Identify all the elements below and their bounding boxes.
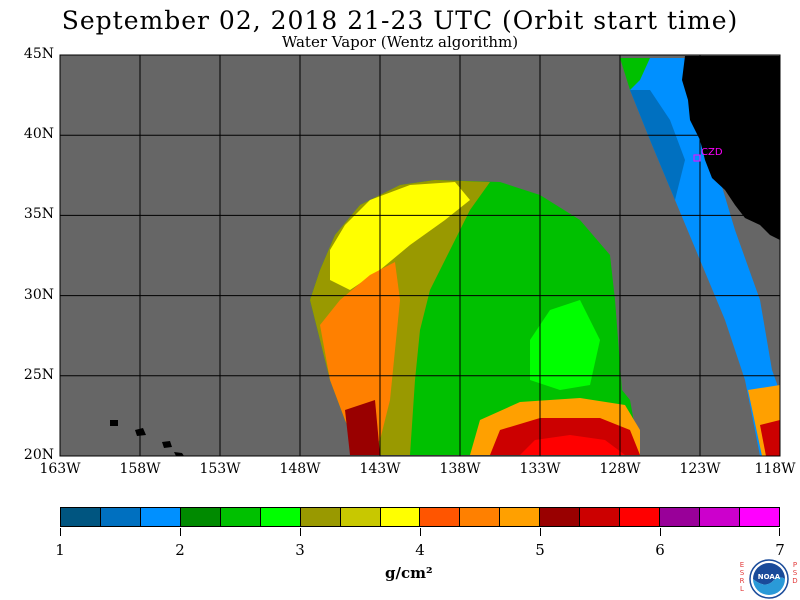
colorbar-segment xyxy=(700,508,740,526)
colorbar-tick xyxy=(60,528,61,536)
colorbar-tick xyxy=(540,528,541,536)
colorbar-segment xyxy=(140,508,181,526)
colorbar-tick xyxy=(180,528,181,536)
water-vapor-map: CZD xyxy=(59,54,781,457)
colorbar-tick-label: 5 xyxy=(535,541,545,559)
colorbar-segment xyxy=(260,508,301,526)
lon-label: 118W xyxy=(754,461,796,477)
colorbar-tick xyxy=(779,528,780,536)
lat-label: 30N xyxy=(23,286,54,303)
page-title: September 02, 2018 21-23 UTC (Orbit star… xyxy=(61,6,739,35)
swath-brightgreen xyxy=(530,300,600,390)
island-1 xyxy=(110,420,118,426)
station-label: CZD xyxy=(701,147,723,158)
colorbar-tick-label: 3 xyxy=(295,541,305,559)
colorbar-tick-label: 6 xyxy=(655,541,665,559)
colorbar-segment xyxy=(100,508,141,526)
colorbar-tick-label: 1 xyxy=(55,541,65,559)
colorbar-segment xyxy=(220,508,261,526)
units-label: g/cm² xyxy=(385,564,433,582)
colorbar-segment xyxy=(660,508,700,526)
lon-label: 158W xyxy=(119,461,161,477)
colorbar-segment xyxy=(460,508,501,526)
swath-east-red xyxy=(760,420,780,456)
lat-label: 45N xyxy=(23,46,54,62)
lon-label: 143W xyxy=(359,461,401,477)
island-3 xyxy=(162,441,172,448)
swath-brightred xyxy=(520,435,625,455)
colorbar-segment xyxy=(420,508,461,526)
station-point xyxy=(693,154,701,162)
land-mass xyxy=(110,56,780,456)
colorbar-segment xyxy=(180,508,221,526)
colorbar-segment xyxy=(61,508,101,526)
colorbar-segment xyxy=(500,508,541,526)
colorbar-segment xyxy=(580,508,621,526)
colorbar-segment xyxy=(620,508,661,526)
lat-label: 25N xyxy=(23,366,54,383)
colorbar-tick-label: 4 xyxy=(415,541,425,559)
lon-label: 163W xyxy=(39,461,81,477)
lon-label: 133W xyxy=(519,461,561,477)
colorbar xyxy=(60,507,780,527)
lat-label: 40N xyxy=(23,126,54,143)
colorbar-segment xyxy=(739,508,779,526)
lon-label: 153W xyxy=(199,461,241,477)
colorbar-tick xyxy=(660,528,661,536)
lon-label: 148W xyxy=(279,461,321,477)
lon-label: 128W xyxy=(599,461,641,477)
colorbar-segment xyxy=(340,508,381,526)
station-marker: CZD xyxy=(693,147,723,162)
lon-label: 123W xyxy=(679,461,721,477)
colorbar-tick xyxy=(420,528,421,536)
swath-east-dark xyxy=(630,90,685,200)
colorbar-segment xyxy=(300,508,341,526)
lon-label: 138W xyxy=(439,461,481,477)
lat-label: 35N xyxy=(23,206,54,223)
island-4 xyxy=(174,452,184,456)
lat-label: 20N xyxy=(23,447,54,463)
svg-text:NOAA: NOAA xyxy=(758,573,781,581)
colorbar-tick xyxy=(300,528,301,536)
colorbar-segment xyxy=(380,508,421,526)
noaa-emblem-icon: NOAA xyxy=(749,559,789,599)
land-north-america xyxy=(682,56,780,240)
swath-yellow xyxy=(330,182,470,290)
colorbar-segment xyxy=(540,508,581,526)
page-subtitle: Water Vapor (Wentz algorithm) xyxy=(281,33,519,51)
map-frame xyxy=(59,54,781,457)
colorbar-tick-label: 2 xyxy=(175,541,185,559)
colorbar-tick-label: 7 xyxy=(775,541,785,559)
swath-darkred-west xyxy=(345,400,380,455)
swath-east-green xyxy=(620,58,650,90)
